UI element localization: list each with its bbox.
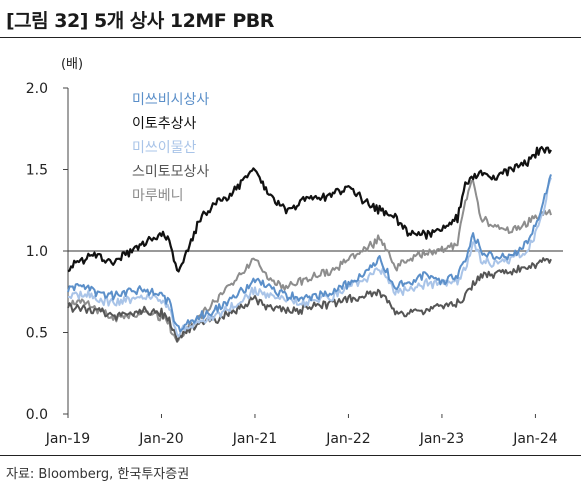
x-tick-label: Jan-21 [232, 431, 277, 447]
legend-entry: 미쓰비시상사 [132, 92, 209, 108]
legend-entry: 스미토모상사 [132, 164, 209, 180]
chart-title: [그림 32] 5개 상사 12MF PBR [6, 10, 274, 32]
legend-entry: 이토추상사 [132, 116, 197, 132]
series-line-4 [67, 257, 552, 343]
x-tick-label: Jan-20 [138, 431, 183, 447]
x-tick-label: Jan-19 [45, 431, 90, 447]
x-tick-label: Jan-23 [419, 431, 464, 447]
chart-series [67, 146, 552, 343]
source-note: 자료: Bloomberg, 한국투자증권 [6, 467, 190, 482]
chart-axes: (배) 0.0 0.5 1.0 1.5 2.0 Jan-19 Jan-20 Jan-21 Jan-… [26, 57, 563, 447]
y-tick-label: 1.5 [26, 163, 48, 179]
y-tick-label: 2.0 [26, 81, 48, 97]
y-tick-label: 0.5 [26, 326, 48, 342]
series-line-5 [67, 179, 552, 343]
legend-entry: 미쓰이물산 [132, 140, 197, 156]
x-tick-label: Jan-24 [512, 431, 558, 447]
y-tick-label: 1.0 [26, 244, 48, 260]
y-unit-label: (배) [61, 57, 83, 72]
y-tick-label: 0.0 [26, 407, 48, 423]
series-line-2 [67, 146, 552, 273]
series-line-1 [67, 174, 552, 333]
legend-entry: 마루베니 [132, 188, 184, 204]
footer-divider [0, 455, 581, 456]
chart-area: (배) 0.0 0.5 1.0 1.5 2.0 Jan-19 Jan-20 Jan-21 Jan-… [26, 57, 563, 447]
title-divider [0, 37, 581, 38]
x-tick-label: Jan-22 [325, 431, 370, 447]
